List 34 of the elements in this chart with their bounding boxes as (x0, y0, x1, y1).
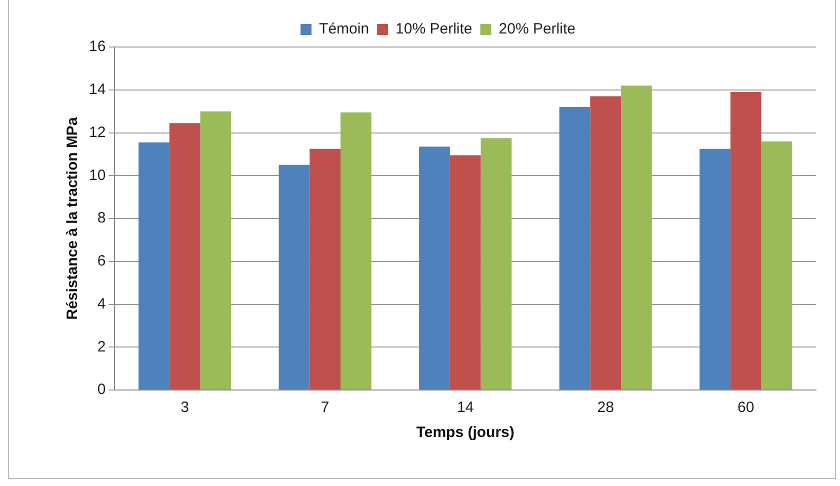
y-tick-label: 8 (97, 210, 106, 227)
legend-label: 20% Perlite (498, 20, 576, 38)
y-tick-label: 4 (97, 295, 106, 312)
bar (419, 146, 450, 390)
y-tick-label: 16 (88, 38, 106, 56)
y-tick-label: 0 (97, 381, 106, 398)
x-axis-title: Temps (jours) (416, 424, 514, 442)
bar (138, 142, 170, 390)
legend-label: 10% Perlite (396, 20, 472, 38)
legend-label: Témoin (319, 20, 370, 38)
x-tick-label: 3 (180, 399, 189, 416)
y-tick-label: 14 (88, 81, 106, 98)
y-tick-label: 2 (97, 338, 106, 356)
bar (340, 112, 372, 390)
bar (200, 111, 232, 390)
y-tick-label: 10 (88, 166, 106, 184)
bar (278, 164, 310, 390)
bar (621, 86, 652, 390)
bar (310, 148, 341, 390)
x-tick-label: 14 (457, 399, 474, 416)
bar (761, 141, 792, 390)
bar (730, 92, 762, 390)
bar (480, 138, 512, 390)
y-tick-label: 12 (88, 124, 106, 141)
x-tick-label: 60 (738, 399, 754, 416)
x-tick-label: 7 (320, 399, 330, 416)
bar (169, 123, 200, 390)
x-tick-label: 28 (597, 399, 614, 416)
bar (700, 148, 730, 390)
bar (450, 155, 481, 390)
bar (559, 107, 590, 390)
bar (590, 96, 622, 390)
y-axis-title: Résistance à la traction MPa (64, 116, 82, 320)
y-tick-label: 6 (97, 252, 106, 270)
